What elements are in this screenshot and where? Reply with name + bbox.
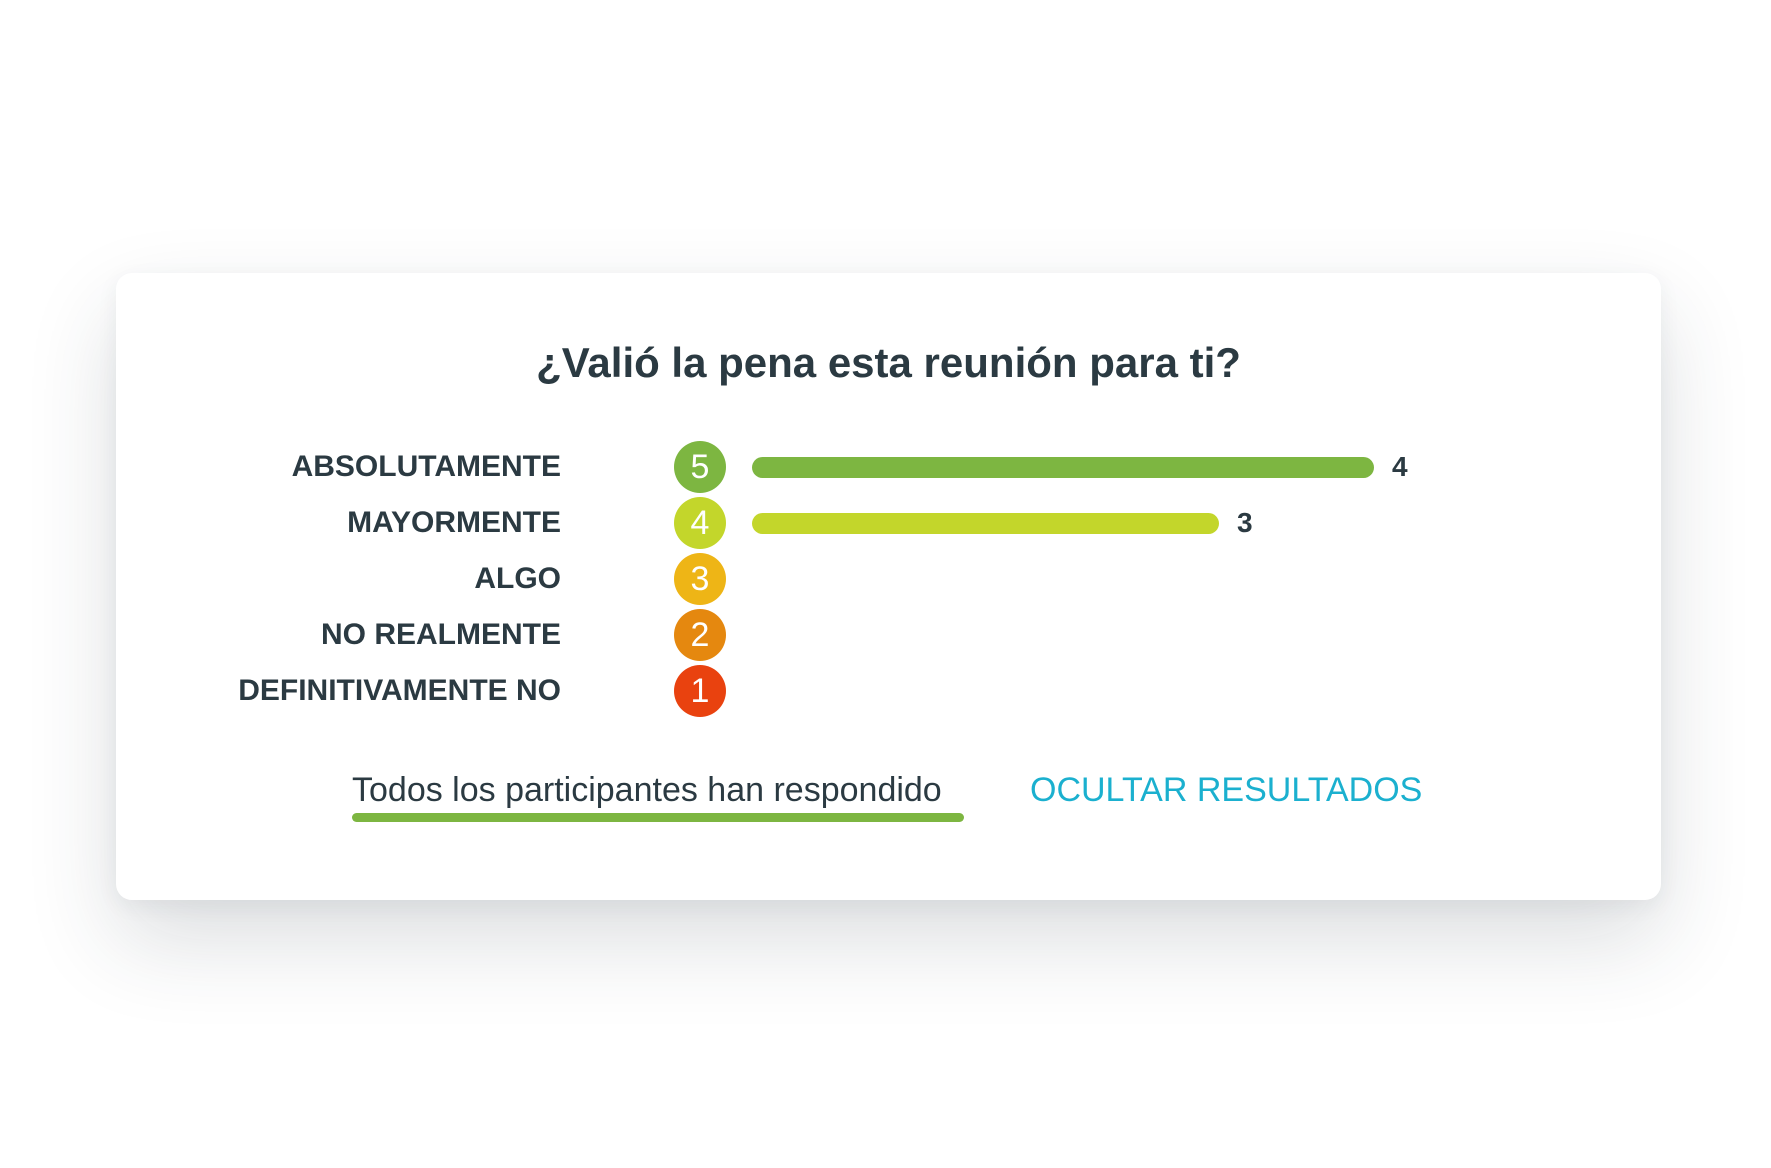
response-status: Todos los participantes han respondido: [352, 771, 942, 809]
score-badge: 5: [674, 441, 726, 493]
score-badge: 1: [674, 665, 726, 717]
response-status-underline: [352, 813, 964, 822]
rating-label: DEFINITIVAMENTE NO: [238, 674, 561, 707]
result-count: 3: [1237, 507, 1253, 538]
rating-row-mayormente: MAYORMENTE 4 3: [116, 497, 1661, 549]
rating-label: ALGO: [474, 562, 561, 595]
result-bar: [752, 513, 1219, 534]
score-badge: 3: [674, 553, 726, 605]
hide-results-button[interactable]: OCULTAR RESULTADOS: [1030, 771, 1423, 809]
score-badge: 2: [674, 609, 726, 661]
rating-row-no-realmente: NO REALMENTE 2: [116, 609, 1661, 661]
poll-question: ¿Valió la pena esta reunión para ti?: [536, 339, 1241, 386]
poll-results-card: ¿Valió la pena esta reunión para ti? ABS…: [116, 273, 1661, 900]
rating-row-algo: ALGO 3: [116, 553, 1661, 605]
score-badge: 4: [674, 497, 726, 549]
result-count: 4: [1392, 451, 1408, 482]
rating-row-absolutamente: ABSOLUTAMENTE 5 4: [116, 441, 1661, 493]
rating-label: NO REALMENTE: [321, 618, 561, 651]
rating-label: MAYORMENTE: [347, 506, 561, 539]
rating-row-definitivamente-no: DEFINITIVAMENTE NO 1: [116, 665, 1661, 717]
result-bar: [752, 457, 1374, 478]
rating-label: ABSOLUTAMENTE: [291, 450, 561, 483]
